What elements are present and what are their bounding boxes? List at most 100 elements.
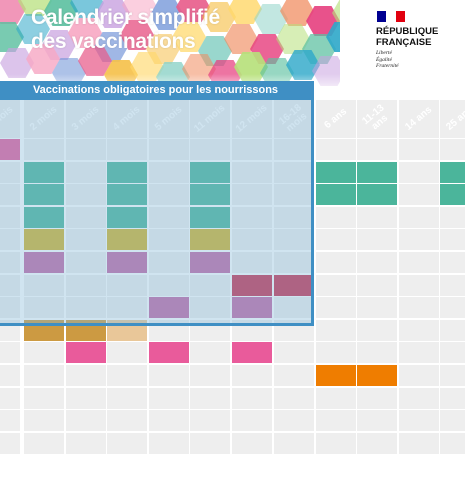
grid-cell — [149, 387, 189, 409]
grid-cell — [190, 297, 230, 319]
grid-cell — [440, 432, 465, 454]
grid-cell — [190, 342, 230, 364]
grid-cell — [357, 410, 397, 432]
grid-cell — [399, 252, 439, 273]
grid-cell — [107, 297, 147, 319]
column-header: 12 mois — [232, 100, 272, 138]
grid-cell — [357, 252, 397, 273]
page-title: Calendrier simplifié des vaccinations — [31, 6, 220, 54]
grid-cell — [24, 297, 64, 319]
vaccination-cell-pink — [0, 139, 20, 160]
vaccination-cell-pink — [149, 342, 189, 364]
column-header-label: 25 ans — [444, 104, 465, 133]
grid-cell — [399, 229, 439, 251]
grid-cell — [274, 297, 314, 319]
grid-cell — [24, 387, 64, 409]
vaccination-cell-purple — [107, 252, 147, 273]
grid-cell — [190, 139, 230, 160]
vaccination-cell-green — [24, 184, 64, 206]
vaccination-cell-green — [440, 184, 465, 206]
mandatory-vaccinations-banner: Vaccinations obligatoires pour les nourr… — [0, 81, 314, 100]
grid-cell — [149, 432, 189, 454]
grid-cell — [357, 387, 397, 409]
page-title-line-2: des vaccinations — [31, 30, 196, 53]
vaccination-cell-purple — [232, 297, 272, 319]
grid-cell — [0, 432, 20, 454]
vaccination-cell-pink — [232, 342, 272, 364]
grid-cell — [316, 206, 356, 228]
grid-cell — [66, 139, 106, 160]
grid-cell — [232, 184, 272, 206]
column-header: 11 mois — [190, 100, 230, 138]
grid-cell — [399, 274, 439, 296]
grid-cell — [274, 342, 314, 364]
column-header: 25 ans — [440, 100, 465, 138]
grid-cell — [440, 365, 465, 386]
grid-cell — [274, 229, 314, 251]
vaccination-cell-green — [107, 206, 147, 228]
grid-cell — [316, 297, 356, 319]
grid-cell — [0, 365, 20, 386]
grid-cell — [316, 387, 356, 409]
grid-cell — [274, 365, 314, 386]
vaccination-cell-green — [357, 184, 397, 206]
grid-cell — [232, 387, 272, 409]
column-header: 5 mois — [149, 100, 189, 138]
decorative-hexagon — [18, 0, 52, 16]
grid-cell — [357, 319, 397, 341]
vaccination-cell-green — [440, 161, 465, 183]
column-header: 16-18 mois — [274, 100, 314, 138]
grid-cell — [399, 161, 439, 183]
grid-cell — [107, 139, 147, 160]
grid-cell — [190, 387, 230, 409]
grid-cell — [274, 206, 314, 228]
vaccination-cell-purple — [24, 252, 64, 273]
vaccination-cell-purple — [149, 297, 189, 319]
grid-cell — [232, 229, 272, 251]
grid-cell — [440, 229, 465, 251]
vaccination-cell-red — [274, 274, 314, 296]
vaccination-cell-orange — [316, 365, 356, 386]
grid-cell — [66, 252, 106, 273]
grid-cell — [66, 184, 106, 206]
grid-cell — [274, 161, 314, 183]
grid-cell — [66, 161, 106, 183]
grid-cell — [149, 229, 189, 251]
grid-cell — [440, 319, 465, 341]
grid-cell — [0, 410, 20, 432]
vaccination-cell-green — [190, 206, 230, 228]
grid-cell — [190, 410, 230, 432]
vaccination-cell-pink — [66, 342, 106, 364]
vaccination-cell-yellow — [190, 229, 230, 251]
grid-cell — [66, 365, 106, 386]
grid-cell — [399, 365, 439, 386]
grid-cell — [0, 206, 20, 228]
grid-cell — [440, 206, 465, 228]
grid-cell — [149, 161, 189, 183]
grid-cell — [399, 206, 439, 228]
grid-cell — [232, 252, 272, 273]
grid-cell — [66, 206, 106, 228]
vaccination-cell-yellow — [107, 229, 147, 251]
column-header: 6 ans — [316, 100, 356, 138]
grid-cell — [66, 410, 106, 432]
grid-cell — [190, 432, 230, 454]
column-header-label: 11-13 ans — [360, 102, 391, 133]
vaccination-cell-green — [190, 161, 230, 183]
grid-cell — [399, 297, 439, 319]
grid-cell — [274, 387, 314, 409]
header-banner: Calendrier simplifié des vaccinations RÉ… — [0, 0, 465, 95]
grid-cell — [316, 139, 356, 160]
grid-cell — [316, 274, 356, 296]
logo-motto: Liberté Égalité Fraternité — [376, 50, 399, 69]
grid-cell — [0, 274, 20, 296]
logo-name: RÉPUBLIQUE FRANÇAISE — [376, 26, 439, 48]
grid-cell — [24, 139, 64, 160]
grid-cell — [357, 139, 397, 160]
grid-cell — [0, 252, 20, 273]
vaccination-cell-green — [357, 161, 397, 183]
vaccination-cell-green — [24, 161, 64, 183]
grid-cell — [66, 297, 106, 319]
grid-cell — [66, 229, 106, 251]
decorative-hexagon — [122, 0, 156, 20]
